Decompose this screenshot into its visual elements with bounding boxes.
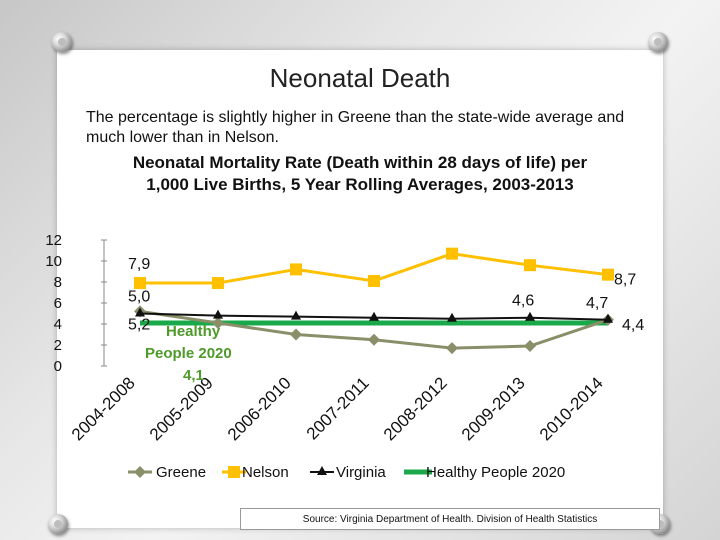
x-tick-label: 2005-2009 bbox=[146, 373, 217, 444]
greene-point bbox=[524, 340, 536, 353]
virginia-point bbox=[291, 310, 301, 320]
nelson-point bbox=[602, 268, 614, 281]
legend-greene-marker bbox=[134, 466, 146, 478]
legend-nelson-label: Nelson bbox=[242, 464, 289, 481]
legend-healthy-label: Healthy People 2020 bbox=[426, 464, 565, 481]
legend-virginia-marker bbox=[317, 466, 327, 475]
nelson-point bbox=[524, 259, 536, 272]
legend-nelson-marker bbox=[228, 466, 240, 478]
x-tick-label: 2008-2012 bbox=[380, 373, 451, 444]
x-tick-label: 2007-2011 bbox=[303, 373, 373, 443]
pushpin-icon bbox=[48, 514, 68, 534]
nelson-point bbox=[368, 274, 380, 287]
y-tick-label: 0 bbox=[54, 358, 62, 375]
y-tick-label: 12 bbox=[45, 232, 62, 249]
pushpin-icon bbox=[52, 32, 72, 52]
data-label: 5,0 bbox=[128, 289, 150, 306]
greene-point bbox=[290, 328, 302, 341]
virginia-point bbox=[525, 311, 535, 321]
nelson-point bbox=[290, 263, 302, 276]
legend-greene-label: Greene bbox=[156, 464, 206, 481]
virginia-point bbox=[369, 311, 379, 321]
source-note: Source: Virginia Department of Health. D… bbox=[240, 508, 660, 530]
virginia-point bbox=[135, 307, 145, 317]
virginia-point bbox=[603, 313, 613, 323]
slide-subtitle: The percentage is slightly higher in Gre… bbox=[86, 109, 625, 146]
x-tick-label: 2009-2013 bbox=[458, 373, 529, 444]
healthy-label-line2: People 2020 bbox=[145, 345, 232, 362]
greene-point bbox=[446, 342, 458, 355]
virginia-point bbox=[213, 309, 223, 319]
y-tick-label: 8 bbox=[54, 274, 62, 291]
chart-title: Neonatal Mortality Rate (Death within 28… bbox=[132, 153, 588, 194]
data-label: 4,6 bbox=[512, 293, 534, 310]
nelson-point bbox=[212, 277, 224, 290]
healthy-label-line1: Healthy bbox=[166, 323, 221, 340]
x-tick-label: 2010-2014 bbox=[536, 373, 607, 444]
healthy-value-label: 4,1 bbox=[183, 367, 204, 384]
slide-card bbox=[57, 50, 663, 528]
nelson-point bbox=[134, 277, 146, 290]
pushpin-icon bbox=[648, 32, 668, 52]
greene-point bbox=[212, 316, 224, 329]
slide-title: Neonatal Death bbox=[269, 63, 451, 93]
y-tick-label: 10 bbox=[45, 253, 62, 270]
y-tick-label: 2 bbox=[54, 337, 62, 354]
data-label: 8,7 bbox=[614, 272, 636, 289]
legend-virginia-label: Virginia bbox=[336, 464, 386, 481]
x-tick-label: 2006-2010 bbox=[224, 373, 295, 444]
nelson-point bbox=[446, 247, 458, 260]
data-label: 5,2 bbox=[128, 316, 150, 333]
data-label: 4,4 bbox=[622, 317, 644, 334]
data-label: 7,9 bbox=[128, 256, 150, 273]
greene-point bbox=[368, 333, 380, 346]
data-label: 4,7 bbox=[586, 295, 608, 312]
x-tick-label: 2004-2008 bbox=[68, 373, 139, 444]
virginia-point bbox=[447, 312, 457, 322]
y-tick-label: 6 bbox=[54, 295, 62, 312]
y-tick-label: 4 bbox=[54, 316, 62, 333]
